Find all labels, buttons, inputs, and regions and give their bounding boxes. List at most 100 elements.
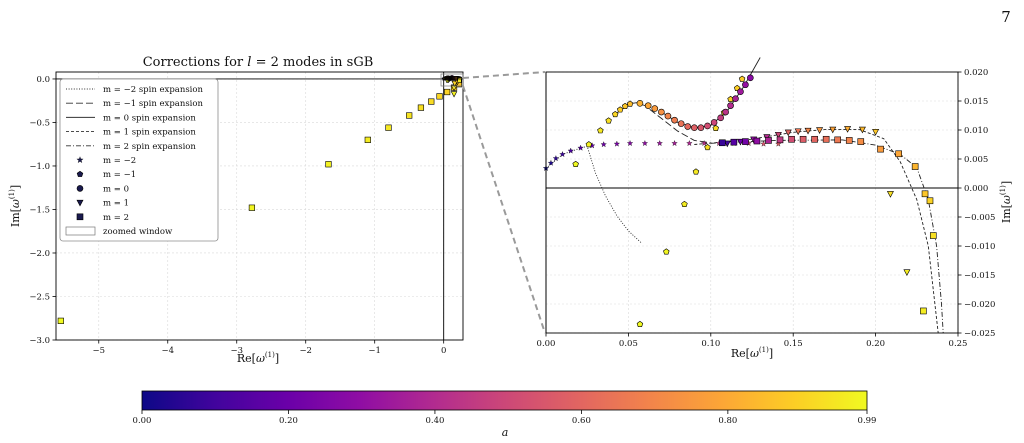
data-point-triangle-down — [816, 127, 824, 134]
data-point-pentagon — [712, 124, 719, 131]
data-point-square — [364, 136, 371, 143]
data-point-pentagon — [616, 106, 624, 113]
curve-dotted — [545, 145, 642, 244]
colorbar-tick-label: 0.60 — [572, 416, 591, 426]
data-point-square — [428, 98, 435, 105]
data-point-triangle-down — [872, 129, 880, 136]
data-point-pentagon — [636, 320, 644, 328]
data-point-square — [799, 135, 807, 143]
main-chart-frame — [55, 71, 464, 341]
colorbar-tick-label: 0.80 — [718, 416, 737, 426]
data-point-star — [552, 155, 560, 162]
data-point-star — [671, 140, 678, 147]
data-point-triangle-down — [736, 138, 744, 146]
y-tick-label: −0.005 — [964, 213, 995, 223]
data-point-square — [742, 138, 749, 145]
data-point-square — [926, 197, 934, 205]
data-point-triangle-down — [794, 128, 802, 136]
x-tick-label: −1 — [368, 346, 381, 356]
legend-label: m = −2 spin expansion — [103, 85, 204, 95]
main-chart-legend: m = −2 spin expansion m = −1 spin expansi… — [59, 78, 219, 242]
colorbar-tick-label: 0.20 — [279, 416, 298, 426]
legend-label: zoomed window — [103, 227, 173, 237]
y-tick-label: −0.025 — [964, 329, 995, 339]
cluster-point-square — [457, 78, 462, 83]
data-point-square — [845, 137, 853, 144]
data-point-star — [547, 159, 555, 166]
data-point-square — [811, 135, 818, 143]
zoom-connector-bottom — [462, 85, 546, 334]
main-chart-title: Corrections for l = 2 modes in sGB — [143, 55, 374, 70]
data-point-pentagon — [738, 75, 746, 82]
data-point-square — [895, 150, 902, 158]
data-point-star — [656, 140, 663, 147]
y-tick-label: −0.010 — [964, 242, 995, 252]
y-tick-label: −3.0 — [29, 336, 50, 346]
legend-marker-triangle-down — [76, 199, 84, 207]
data-point-circle — [677, 120, 685, 127]
legend-label: m = 0 — [103, 184, 129, 194]
legend-box — [59, 78, 219, 242]
x-tick-label: 0.25 — [949, 339, 968, 349]
zoom-chart-ticks: 0.00 0.05 0.10 0.15 0.20 0.25 0.020 0.015 0.010 0… — [537, 68, 996, 349]
data-point-pentagon — [704, 144, 711, 151]
main-chart-y-label: Im[ω(1)] — [8, 185, 22, 227]
data-point-pentagon — [572, 160, 579, 167]
zoom-chart-x-label: Re[ω(1)] — [731, 346, 773, 360]
data-point-pentagon — [612, 110, 619, 118]
data-point-star — [600, 141, 607, 148]
colorbar-ticks: 0.00 0.20 0.40 0.60 0.80 0.99 — [133, 410, 876, 426]
legend-label: m = 2 spin expansion — [103, 142, 196, 152]
zoom-chart-curves — [545, 57, 944, 334]
data-point-star — [701, 140, 708, 147]
data-point-square — [436, 93, 443, 100]
legend-label: m = −1 spin expansion — [103, 99, 204, 109]
zoom-chart: 0.00 0.05 0.10 0.15 0.20 0.25 0.020 0.015 0.010 0… — [537, 57, 1013, 360]
data-point-square — [834, 136, 841, 144]
main-chart-points — [57, 75, 462, 324]
page-number: 7 — [1001, 8, 1011, 26]
colorbar: 0.00 0.20 0.40 0.60 0.80 0.99 a — [133, 390, 876, 439]
data-point-triangle-down — [784, 129, 792, 137]
data-point-square — [57, 317, 64, 324]
data-point-circle — [737, 88, 744, 96]
x-tick-label: 0 — [441, 346, 446, 356]
zoom-connector-top — [462, 71, 546, 79]
data-point-star — [577, 144, 584, 151]
data-point-square — [929, 232, 937, 239]
legend-label: m = −2 — [103, 156, 136, 166]
data-point-pentagon — [621, 102, 629, 109]
data-point-circle — [704, 122, 711, 130]
data-point-circle — [732, 95, 739, 102]
legend-marker-square — [76, 213, 84, 221]
zoom-window-marker — [440, 73, 464, 87]
data-point-square — [730, 138, 738, 146]
data-point-triangle-down — [450, 91, 458, 98]
data-point-circle — [747, 74, 754, 82]
data-point-square — [444, 88, 451, 96]
data-point-triangle-down — [858, 126, 866, 134]
data-point-square — [248, 204, 256, 211]
data-point-square — [921, 190, 929, 198]
curve-dash-dot — [710, 139, 944, 334]
y-tick-label: 0.015 — [964, 97, 988, 107]
data-point-square — [765, 137, 772, 144]
y-tick-label: −2.5 — [29, 292, 50, 302]
data-point-circle — [651, 105, 659, 112]
data-point-square — [788, 135, 795, 143]
colorbar-gradient — [141, 390, 868, 411]
zoom-chart-points — [542, 74, 937, 328]
data-point-circle — [671, 116, 678, 124]
x-tick-label: 0.00 — [537, 339, 556, 349]
y-tick-label: −0.020 — [964, 300, 995, 310]
zoom-chart-frame — [545, 71, 959, 334]
data-point-square — [417, 104, 425, 111]
x-tick-label: −4 — [161, 346, 174, 356]
zoom-chart-y-label: Im[ω(1)] — [999, 181, 1013, 223]
zoom-chart-grid — [545, 71, 959, 334]
data-point-pentagon — [692, 168, 700, 175]
data-point-circle — [742, 81, 749, 89]
y-tick-label: 0.010 — [964, 126, 988, 136]
data-point-square — [920, 307, 927, 315]
